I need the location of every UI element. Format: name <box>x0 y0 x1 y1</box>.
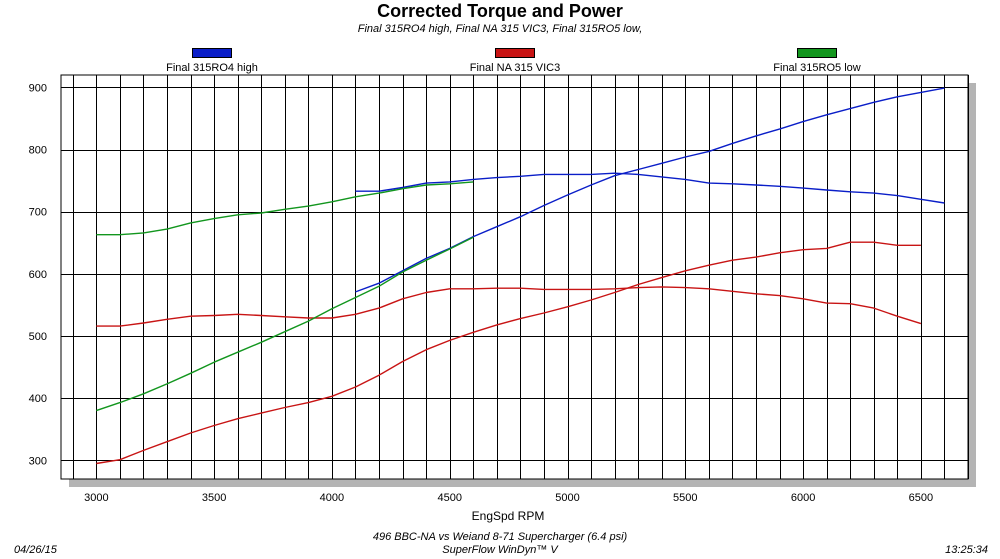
x-tick-label: 5000 <box>555 492 579 504</box>
plot-area <box>60 74 969 480</box>
x-axis-label: EngSpd RPM <box>472 509 545 523</box>
grid-lines <box>61 75 969 479</box>
chart-subtitle: Final 315RO4 high, Final NA 315 VIC3, Fi… <box>357 23 643 35</box>
x-tick-label: 4000 <box>320 492 344 504</box>
legend-label-ro5-low: Final 315RO5 low <box>773 62 861 74</box>
footer-time: 13:25:34 <box>945 544 988 556</box>
final-na-315-vic3-torque-line <box>96 286 922 327</box>
legend-item-ro4-high: Final 315RO4 high <box>112 48 312 74</box>
legend-label-na-vic3: Final NA 315 VIC3 <box>469 62 561 74</box>
x-tick-label: 3500 <box>202 492 226 504</box>
y-tick-label: 700 <box>29 207 47 219</box>
x-tick-label: 3000 <box>84 492 108 504</box>
y-tick-label: 600 <box>29 269 47 281</box>
y-tick-label: 400 <box>29 393 47 405</box>
y-tick-label: 900 <box>29 82 47 94</box>
legend-swatch-na-vic3 <box>495 48 535 58</box>
final-na-315-vic3-power-line <box>96 241 921 465</box>
legend-label-ro4-high: Final 315RO4 high <box>166 62 258 74</box>
footer-date: 04/26/15 <box>14 544 57 556</box>
final-315ro5-low-torque-line <box>96 181 474 236</box>
final-315ro4-high-torque-line <box>355 172 945 204</box>
x-tick-label: 6500 <box>909 492 933 504</box>
legend-swatch-ro4-high <box>192 48 232 58</box>
legend-swatch-ro5-low <box>797 48 837 58</box>
legend-item-ro5-low: Final 315RO5 low <box>717 48 917 74</box>
x-tick-label: 5500 <box>673 492 697 504</box>
x-tick-labels: 3000 3500 4000 4500 5000 5500 6000 6500 <box>84 492 933 504</box>
y-tick-label: 300 <box>29 455 47 467</box>
footer-caption-line1: 496 BBC-NA vs Weiand 8-71 Supercharger (… <box>372 531 628 543</box>
chart-title: Corrected Torque and Power <box>377 1 623 21</box>
x-tick-label: 4500 <box>437 492 461 504</box>
footer-caption-line2: SuperFlow WinDyn™ V <box>442 544 558 556</box>
y-tick-label: 800 <box>29 145 47 157</box>
x-tick-label: 6000 <box>791 492 815 504</box>
final-315ro5-low-power-line <box>96 236 474 412</box>
series-lines <box>96 87 945 465</box>
legend-item-na-vic3: Final NA 315 VIC3 <box>415 48 615 74</box>
y-tick-label: 500 <box>29 331 47 343</box>
y-tick-labels: 300 400 500 600 700 800 900 <box>29 82 47 467</box>
